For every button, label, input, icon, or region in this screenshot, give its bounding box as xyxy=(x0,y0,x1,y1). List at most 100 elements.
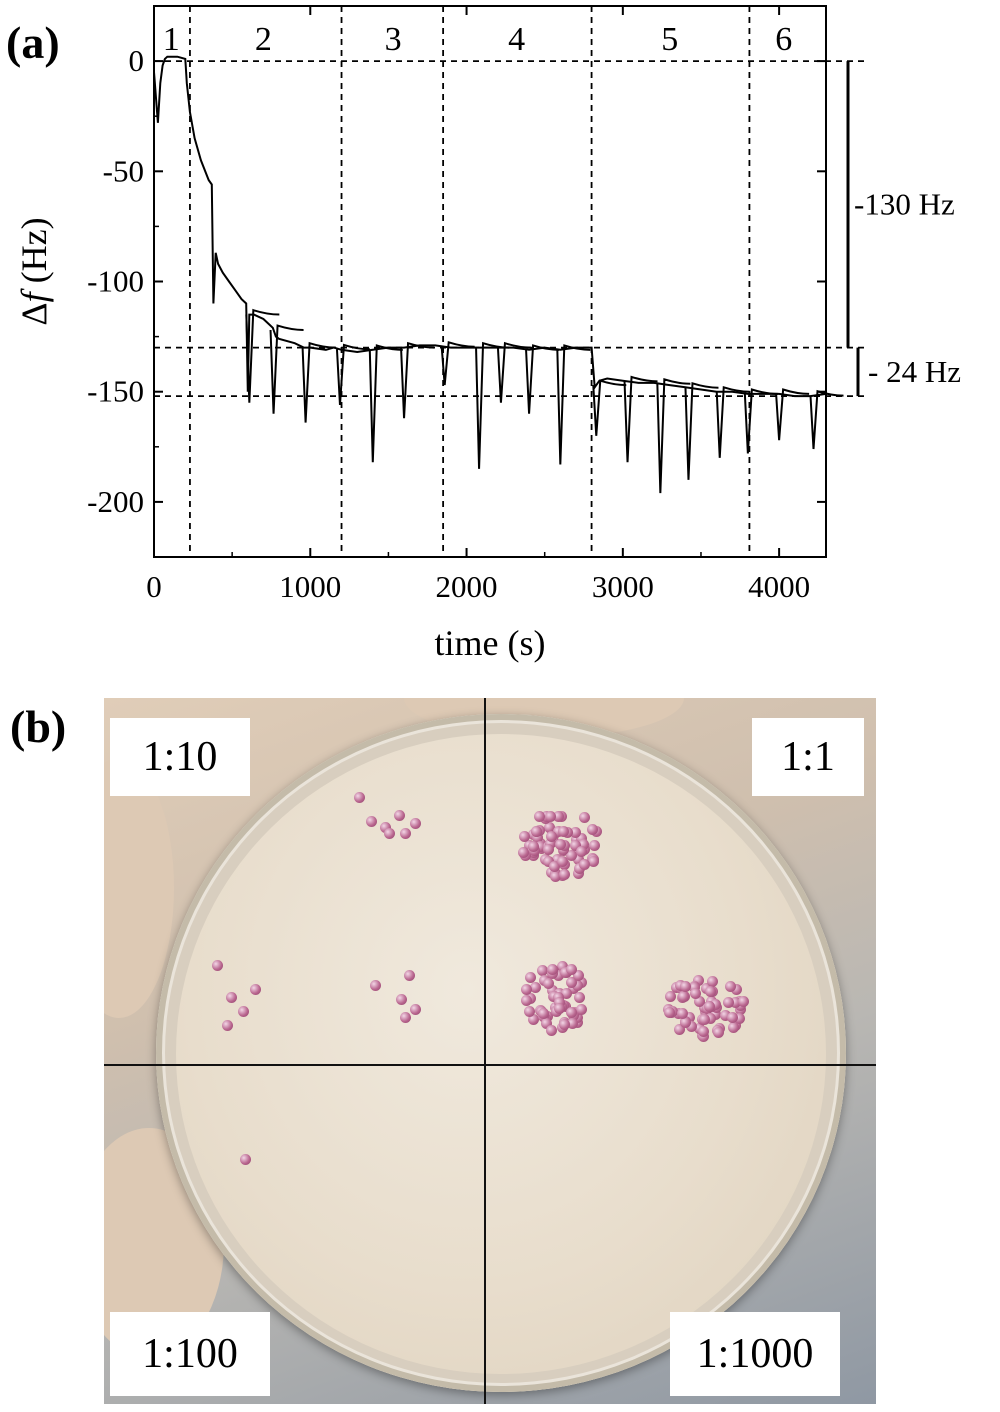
colony-dense xyxy=(663,1006,675,1018)
colony-dense xyxy=(570,827,582,839)
colony-dense xyxy=(527,1013,539,1025)
panel-b-label-wrap: (b) xyxy=(10,700,66,753)
colony-dense xyxy=(558,868,570,880)
colony-dense xyxy=(553,810,565,822)
colony-dense xyxy=(673,1023,685,1035)
quadrant-divider-vertical xyxy=(484,698,486,1404)
injection-spike xyxy=(684,381,719,480)
injection-spike xyxy=(440,341,475,386)
colony-dense xyxy=(566,850,578,862)
colony-sparse xyxy=(400,828,411,839)
colony-dense xyxy=(541,1018,553,1030)
colony-dense xyxy=(678,990,690,1002)
colony-dense xyxy=(521,995,533,1007)
colony-dense xyxy=(520,984,532,996)
colony-dense xyxy=(544,838,556,850)
colony-sparse xyxy=(212,960,223,971)
colony-dense xyxy=(543,856,555,868)
colony-dense xyxy=(706,976,718,988)
colony-dense xyxy=(689,987,701,999)
colony-dense xyxy=(725,981,737,993)
colony-dense xyxy=(574,991,586,1003)
x-tick-label: 4000 xyxy=(748,569,810,604)
colony-dense xyxy=(726,1011,738,1023)
colony-dense xyxy=(733,1012,745,1024)
colony-dense xyxy=(713,1026,725,1038)
colony-dense xyxy=(557,825,569,837)
injection-spike xyxy=(556,344,591,465)
colony-dense xyxy=(518,830,530,842)
colony-sparse xyxy=(400,1012,411,1023)
x-tick-label: 2000 xyxy=(436,569,498,604)
colony-dense xyxy=(730,984,742,996)
colony-sparse xyxy=(370,980,381,991)
injection-spike xyxy=(400,341,435,419)
injection-spike xyxy=(496,341,531,403)
quadrant-divider-horizontal xyxy=(104,1064,876,1066)
colony-sparse xyxy=(250,984,261,995)
colony-dense xyxy=(587,856,599,868)
colony-dense xyxy=(698,1026,710,1038)
colony-dense xyxy=(577,838,589,850)
colony-dense xyxy=(545,810,557,822)
injection-spike xyxy=(525,344,560,414)
plot-frame xyxy=(153,5,827,558)
colony-dense xyxy=(588,839,600,851)
colony-dense xyxy=(569,840,581,852)
colony-dense xyxy=(523,1005,535,1017)
x-tick-label: 0 xyxy=(146,569,162,604)
colony-sparse xyxy=(396,994,407,1005)
colony-dense xyxy=(553,970,565,982)
colony-dense xyxy=(705,1013,717,1025)
colony-dense xyxy=(722,997,734,1009)
injection-spike xyxy=(368,344,403,463)
frequency-shift-chart: (a) 0 1000 2000 3000 4000 0 -50 -100 -150 -200 tim… xyxy=(6,5,961,663)
y-tick-label: -100 xyxy=(87,264,144,299)
colony-dense xyxy=(530,825,542,837)
y-tick-label: -50 xyxy=(103,153,144,188)
colony-dense xyxy=(534,841,546,853)
colony-dense xyxy=(528,841,540,852)
colony-dense xyxy=(556,856,568,868)
colony-sparse xyxy=(354,792,365,803)
x-axis-title: time (s) xyxy=(435,623,546,663)
colony-dense xyxy=(534,811,546,823)
injection-spike xyxy=(335,343,370,405)
injection-spike xyxy=(623,375,658,463)
label-dilution-1-100: 1:100 xyxy=(110,1312,270,1396)
stage-label: 2 xyxy=(255,21,272,58)
colony-dense xyxy=(575,845,587,857)
y-tick-label: -200 xyxy=(87,484,144,519)
injection-spike xyxy=(475,341,510,469)
colony-dense xyxy=(576,1004,588,1016)
colony-dense xyxy=(578,812,590,823)
stage-label: 1 xyxy=(163,21,180,58)
colony-dense xyxy=(719,1009,731,1021)
colony-dense xyxy=(548,861,560,873)
agar-surface xyxy=(176,734,826,1374)
colony-dense xyxy=(547,963,559,975)
colony-dense xyxy=(532,832,543,844)
colony-dense xyxy=(518,846,530,858)
colony-dense xyxy=(730,997,742,1009)
colony-dense xyxy=(536,965,548,977)
stage-label: 4 xyxy=(508,21,525,58)
colony-sparse xyxy=(238,1006,249,1017)
colony-dense xyxy=(709,998,721,1010)
colony-sparse xyxy=(222,1020,233,1031)
injection-spike xyxy=(775,388,810,441)
colony-dense xyxy=(566,963,578,975)
colony-dense xyxy=(544,822,555,834)
colony-sparse xyxy=(366,816,377,827)
stage-label: 5 xyxy=(661,21,678,58)
colony-sparse xyxy=(404,970,415,981)
x-tick-label: 1000 xyxy=(279,569,341,604)
annotation-label-24: - 24 Hz xyxy=(868,354,961,389)
colony-dense xyxy=(566,976,578,988)
colony-dense xyxy=(553,1002,565,1014)
colony-dense xyxy=(680,1016,692,1028)
colony-dense xyxy=(560,967,572,979)
colony-sparse xyxy=(226,992,237,1003)
colony-dense xyxy=(692,974,704,986)
colony-dense xyxy=(575,832,587,844)
